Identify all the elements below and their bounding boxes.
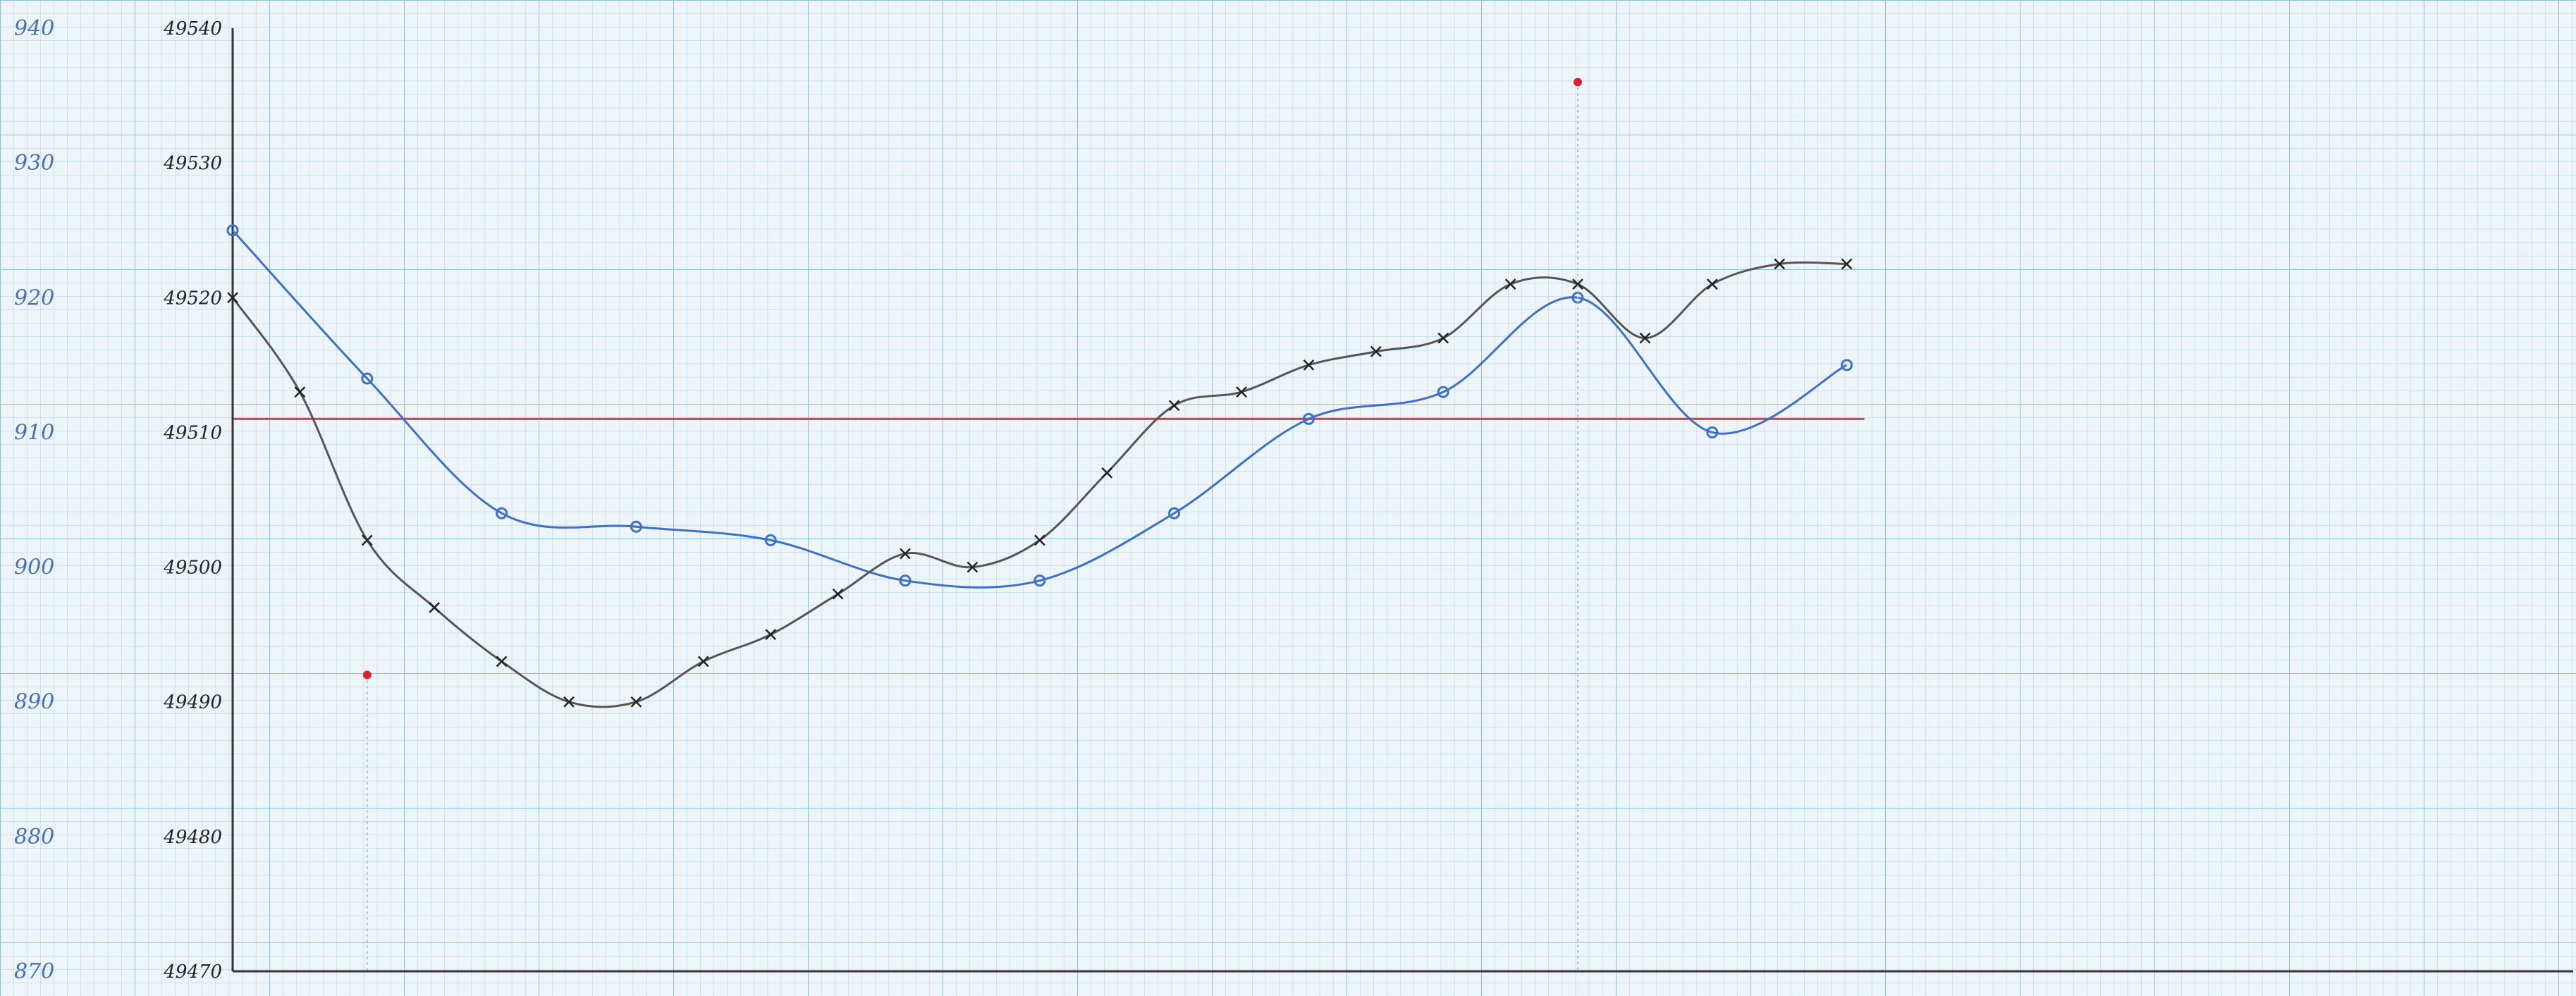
series-2-point <box>1370 345 1382 357</box>
x-marker-stroke <box>1236 386 1247 398</box>
left-axis-tick-label: 900 <box>14 555 54 580</box>
left-axis-tick-label: 930 <box>14 151 54 176</box>
series-1-point <box>1841 359 1853 371</box>
series-2-point <box>1504 278 1516 290</box>
x-marker-stroke <box>1034 534 1045 546</box>
series-2-point <box>1236 386 1247 398</box>
series-1-point <box>496 507 508 519</box>
left-axis-tick-label: 880 <box>14 825 54 849</box>
series-1-point <box>1168 507 1181 519</box>
left-axis-tick-label: 910 <box>14 420 54 445</box>
annotation-point <box>1574 78 1582 87</box>
annotations <box>362 78 1582 971</box>
left-axis-tick-label: 890 <box>14 690 54 715</box>
series-2-point <box>630 696 642 708</box>
x-marker-stroke <box>1303 359 1315 371</box>
x-marker-stroke <box>1504 278 1516 290</box>
x-marker-stroke <box>563 696 575 708</box>
series-2-point <box>900 548 911 560</box>
series-1-line <box>231 229 1848 589</box>
series-2-point <box>294 386 306 398</box>
right-axis-tick-label: 49480 <box>163 827 222 848</box>
series-2-point <box>227 292 238 304</box>
x-marker-stroke <box>1101 467 1113 479</box>
right-axis-tick-label: 49530 <box>163 153 222 174</box>
x-marker-stroke <box>900 548 911 560</box>
series-2-point <box>967 561 979 573</box>
x-marker-stroke <box>1706 278 1718 290</box>
series-2-point <box>1639 332 1651 344</box>
x-marker-stroke <box>1841 258 1853 270</box>
x-marker-stroke <box>294 386 306 398</box>
x-marker-stroke <box>832 588 844 600</box>
series-1-point <box>899 574 912 587</box>
x-marker-stroke <box>1370 345 1382 357</box>
series-1-point <box>226 224 239 237</box>
series-2-point <box>697 656 709 668</box>
right-axis-tick-label: 49470 <box>163 961 222 983</box>
left-axis-tick-label: 920 <box>14 285 54 310</box>
right-axis-tick-label: 49540 <box>163 18 222 39</box>
x-marker-stroke <box>361 534 373 546</box>
x-marker-stroke <box>227 292 238 304</box>
series-1-point <box>1302 412 1315 425</box>
series-2-point <box>1303 359 1315 371</box>
series-2-point <box>429 602 441 613</box>
right-axis-tick-label: 49490 <box>163 692 222 713</box>
x-marker-stroke <box>1639 332 1651 344</box>
series-1-point <box>1706 426 1719 438</box>
right-axis-tick-label: 49500 <box>163 558 222 579</box>
series-2-point <box>1034 534 1045 546</box>
tick-labels: 870 880 890 900 910 920 930 940 49470 49480 49490 4… <box>14 16 222 984</box>
x-marker-stroke <box>630 696 642 708</box>
x-marker-stroke <box>496 656 508 668</box>
x-marker-stroke <box>1572 278 1583 290</box>
series-2-point <box>1572 278 1583 290</box>
series-2-point <box>1706 278 1718 290</box>
series-2-point <box>832 588 844 600</box>
series-2-point <box>496 656 508 668</box>
right-axis-tick-label: 49510 <box>163 422 222 443</box>
series-1-point <box>764 534 777 546</box>
series-1-point <box>1034 574 1046 587</box>
series-1-point <box>1437 386 1449 398</box>
series-2-point <box>1101 467 1113 479</box>
x-marker-stroke <box>429 602 441 613</box>
x-marker-stroke <box>967 561 979 573</box>
axes <box>231 28 2573 973</box>
series-2-point <box>1774 258 1786 270</box>
series <box>226 224 1853 708</box>
series-2-point <box>765 629 777 641</box>
series-2-point <box>563 696 575 708</box>
series-2-point <box>361 534 373 546</box>
series-1-point <box>361 372 374 385</box>
series-2-point <box>1841 258 1853 270</box>
x-marker-stroke <box>765 629 777 641</box>
left-axis-tick-label: 940 <box>14 16 54 41</box>
x-marker-stroke <box>1168 400 1180 412</box>
series-1-point <box>630 520 642 533</box>
x-marker-stroke <box>1774 258 1786 270</box>
x-marker-stroke <box>697 656 709 668</box>
right-axis-tick-label: 49520 <box>163 288 222 309</box>
series-2-point <box>1437 332 1449 344</box>
annotation-point <box>362 670 372 680</box>
left-axis-tick-label: 870 <box>14 959 54 984</box>
x-marker-stroke <box>1437 332 1449 344</box>
series-2-point <box>1168 400 1180 412</box>
